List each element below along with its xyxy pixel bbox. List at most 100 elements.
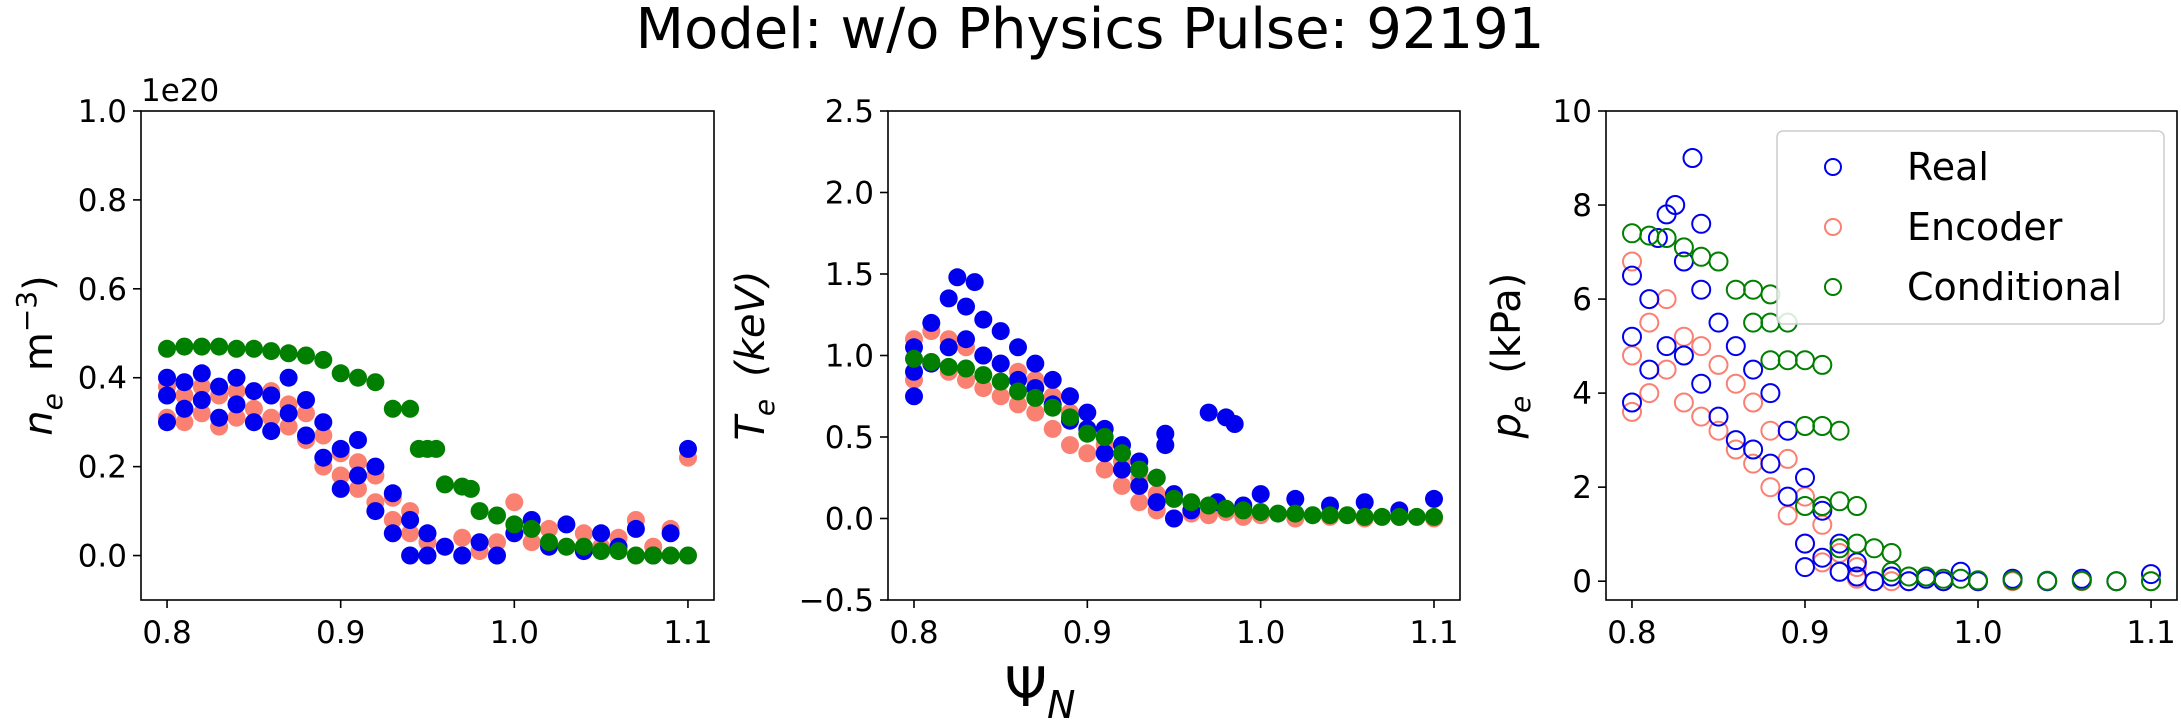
- x-tick-label: 1.0: [1953, 615, 2002, 651]
- y-axis-label-unit: (keV): [728, 270, 774, 376]
- data-point-encoder: [227, 408, 246, 427]
- x-tick-label: 0.9: [316, 615, 365, 651]
- y-axis-label-subscript: e: [1504, 396, 1537, 413]
- data-point-real: [1225, 415, 1244, 433]
- y-axis-offset-text: 1e20: [141, 73, 219, 109]
- data-point-encoder: [279, 417, 298, 436]
- plot-frame: [140, 110, 715, 601]
- y-tick-label: 0: [1572, 564, 1592, 600]
- data-point-real: [192, 364, 211, 383]
- data-point-real: [297, 391, 315, 409]
- data-point-encoder: [522, 533, 541, 552]
- data-point-conditional: [331, 364, 350, 383]
- legend-marker-encoder: [1824, 218, 1842, 236]
- y-tick-label: 2: [1572, 470, 1592, 506]
- data-point-real: [1760, 453, 1781, 474]
- data-point-conditional: [1338, 506, 1357, 525]
- data-point-conditional: [427, 439, 446, 458]
- y-axis-label-symbol: p: [1484, 413, 1530, 439]
- panel-pe: 0.8 0.9 1.0 1.1 0 2 4 6 8 10 pe (kPa): [1484, 94, 2178, 651]
- data-point-conditional: [175, 337, 194, 356]
- data-point-real: [1691, 279, 1712, 300]
- x-tick-label: 1.1: [2126, 615, 2175, 651]
- data-point-real: [435, 537, 454, 556]
- data-point-conditional: [1425, 507, 1443, 526]
- legend-label-conditional: Conditional: [1907, 265, 2122, 309]
- data-point-conditional: [349, 368, 367, 387]
- data-point-conditional: [1968, 570, 1988, 591]
- data-point-conditional: [2141, 571, 2161, 592]
- data-point-conditional: [1009, 382, 1027, 401]
- data-point-real: [1743, 359, 1764, 380]
- data-point-real: [314, 448, 333, 467]
- data-point-real: [1165, 509, 1183, 528]
- data-point-real: [1043, 370, 1062, 389]
- data-point-encoder: [227, 382, 246, 401]
- data-point-real: [418, 546, 437, 565]
- y-axis-label: pe (kPa): [1484, 273, 1537, 440]
- data-point-conditional: [1113, 444, 1131, 463]
- data-point-real: [1130, 476, 1149, 495]
- data-point-real: [661, 524, 680, 543]
- data-point-conditional: [1234, 501, 1253, 520]
- data-point-real: [192, 391, 211, 409]
- data-point-real: [974, 310, 993, 329]
- data-point-conditional: [227, 339, 246, 358]
- data-point-real: [1622, 392, 1642, 413]
- y-tick-label: 1.5: [825, 257, 874, 293]
- data-point-encoder: [175, 413, 194, 432]
- y-tick-label: 1.0: [825, 339, 874, 375]
- data-point-real: [1147, 493, 1166, 512]
- data-point-real: [1708, 312, 1729, 333]
- figure-title: Model: w/o Physics Pulse: 92191: [636, 0, 1545, 62]
- data-point-conditional: [2037, 570, 2058, 591]
- y-tick-label: 1.0: [78, 94, 127, 130]
- y-axis-label-symbol: T: [728, 413, 774, 441]
- data-point-real: [939, 289, 958, 308]
- data-point-encoder: [991, 387, 1010, 406]
- data-point-conditional: [297, 346, 315, 365]
- data-point-conditional: [1061, 408, 1079, 427]
- data-point-real: [1743, 439, 1764, 460]
- data-point-encoder: [1708, 354, 1729, 375]
- data-point-real: [1725, 430, 1746, 451]
- data-point-real: [1647, 228, 1668, 248]
- data-point-encoder: [297, 404, 315, 423]
- data-point-real: [905, 387, 923, 406]
- data-point-real: [1286, 489, 1305, 508]
- data-point-real: [175, 373, 194, 392]
- data-point-conditional: [1182, 493, 1201, 512]
- data-point-real: [262, 386, 281, 405]
- data-point-conditional: [974, 366, 993, 385]
- data-point-real: [314, 413, 333, 432]
- data-point-conditional: [661, 546, 680, 565]
- legend-label-encoder: Encoder: [1907, 205, 2063, 249]
- data-point-real: [626, 519, 645, 538]
- data-point-real: [349, 431, 367, 449]
- data-point-real: [244, 382, 263, 401]
- x-tick-label: 0.8: [142, 615, 191, 651]
- data-point-conditional: [644, 546, 663, 565]
- y-tick-label: 0.2: [78, 450, 127, 486]
- data-point-encoder: [1708, 420, 1729, 441]
- data-point-real: [1812, 547, 1833, 568]
- data-point-real: [470, 533, 489, 552]
- shared-x-axis-label: ΨN: [1005, 656, 1076, 727]
- legend: Real Encoder Conditional: [1776, 130, 2165, 325]
- scatter-points: [1622, 148, 2161, 592]
- data-point-encoder: [1622, 401, 1642, 422]
- data-point-real: [991, 322, 1010, 341]
- data-point-real: [244, 413, 263, 432]
- data-point-real: [210, 408, 229, 427]
- plot-frame: [1605, 110, 2178, 601]
- data-point-conditional: [922, 353, 941, 371]
- data-point-real: [331, 479, 350, 498]
- data-point-real: [158, 386, 176, 405]
- y-tick-label: 2.5: [825, 94, 874, 130]
- data-point-encoder: [1622, 251, 1642, 272]
- data-point-conditional: [1321, 506, 1339, 525]
- data-point-conditional: [1407, 507, 1426, 526]
- data-point-encoder: [1743, 392, 1764, 413]
